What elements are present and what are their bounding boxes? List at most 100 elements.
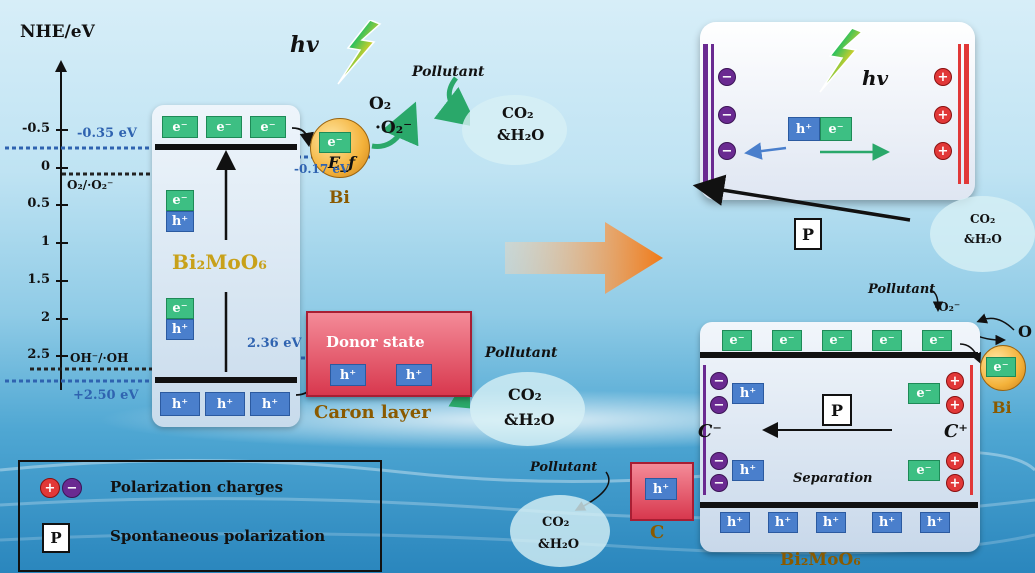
right-polar-plate-2 <box>964 44 969 184</box>
co2-bottom-label: CO₂ <box>542 515 570 530</box>
bi-potential-label: -0.17 eV <box>294 162 350 176</box>
bottom-vb <box>700 502 978 508</box>
rb-hole-left-2: h⁺ <box>732 460 764 481</box>
rb-cb-e-4: e⁻ <box>872 330 902 351</box>
rb-vb-h-1: h⁺ <box>720 512 750 533</box>
axis-tick-label: 2.5 <box>27 347 50 363</box>
rb-material-label: Bi₂MoO₆ <box>780 550 861 570</box>
axis-tick-label: 1.5 <box>27 271 50 287</box>
cb-electron-1: e⁻ <box>162 116 198 138</box>
right-hv-label: hv <box>862 66 889 90</box>
cloud-mid <box>470 372 585 446</box>
pollutant-a-label: Pollutant <box>868 282 936 297</box>
co2-right-label: CO₂ <box>970 212 996 226</box>
axis-tick <box>56 279 68 282</box>
rb-pos-2: + <box>946 396 964 414</box>
pos-charge-1: + <box>934 68 952 86</box>
axis-tick <box>56 317 68 320</box>
rb-vb-h-3: h⁺ <box>816 512 846 533</box>
rb-neg-4: − <box>710 474 728 492</box>
conduction-band <box>155 144 297 150</box>
transition-arrow <box>505 222 663 294</box>
axis-tick-label: 0.5 <box>27 196 50 212</box>
pair1-electron: e⁻ <box>166 190 194 211</box>
donor-potential-label: 2.36 eV <box>247 336 302 351</box>
pair2-hole: h⁺ <box>166 319 194 340</box>
rb-electron-right-2: e⁻ <box>908 460 940 481</box>
rb-p-symbol: P <box>822 394 852 426</box>
rb-p-arrow <box>762 422 892 438</box>
axis-tick-label: 2 <box>40 309 50 325</box>
axis-line <box>55 60 67 390</box>
o2-couple-label: O₂/·O₂⁻ <box>67 178 114 192</box>
rb-cb-e-2: e⁻ <box>772 330 802 351</box>
axis-tick-label: 0 <box>40 158 50 174</box>
cloud-bottom <box>510 495 610 567</box>
rb-electron-right-1: e⁻ <box>908 383 940 404</box>
h2o-bottom-label: &H₂O <box>538 537 580 552</box>
vb-potential-label: +2.50 eV <box>73 388 139 403</box>
left-hv-label: hv <box>290 32 319 58</box>
axis-tick-label: 1 <box>40 234 50 250</box>
axis-tick <box>56 355 68 358</box>
left-bi-label: Bi <box>329 188 350 208</box>
bi-fermi-label: E_f <box>328 153 356 172</box>
rb-right-plate <box>970 365 973 495</box>
rb-neg-1: − <box>710 372 728 390</box>
oh-couple-label: OH⁻/·OH <box>70 351 129 365</box>
lightning-icon-right <box>819 28 862 93</box>
pair2-electron: e⁻ <box>166 298 194 319</box>
donor-state-label: Donor state <box>326 333 425 351</box>
vb-hole-3: h⁺ <box>250 392 290 416</box>
c-minus-label: C⁻ <box>698 421 722 442</box>
co2-top-label: CO₂ <box>502 104 534 122</box>
cb-electron-3: e⁻ <box>250 116 286 138</box>
rb-pos-3: + <box>946 452 964 470</box>
rb-pos-1: + <box>946 372 964 390</box>
valence-band <box>155 377 297 383</box>
rb-vb-h-2: h⁺ <box>768 512 798 533</box>
neg-charge-2: − <box>718 106 736 124</box>
right-polar-plate <box>958 44 961 184</box>
donor-hole-1: h⁺ <box>330 364 366 386</box>
o2-cut-label: O <box>1018 322 1032 341</box>
cb-electron-2: e⁻ <box>206 116 242 138</box>
carbon-hole: h⁺ <box>645 478 677 500</box>
rb-cb-e-1: e⁻ <box>722 330 752 351</box>
top-p-symbol: P <box>794 218 822 250</box>
top-hole: h⁺ <box>788 117 820 141</box>
neg-charge-3: − <box>718 142 736 160</box>
legend-p-symbol: P <box>42 523 70 553</box>
rb-vb-h-4: h⁺ <box>872 512 902 533</box>
pos-charge-3: + <box>934 142 952 160</box>
pollutant-top-label: Pollutant <box>412 64 485 80</box>
rb-hole-left-1: h⁺ <box>732 383 764 404</box>
rb-cb-e-3: e⁻ <box>822 330 852 351</box>
legend-pos-icon: + <box>40 478 60 498</box>
right-top-arrows <box>692 142 911 222</box>
legend-neg-icon: − <box>62 478 82 498</box>
legend-box <box>18 460 382 572</box>
rb-bi-label: Bi <box>992 398 1012 417</box>
left-material-label: Bi₂MoO₆ <box>172 250 267 274</box>
o2-label: O₂ <box>369 94 392 114</box>
rb-bi-arrow <box>959 343 982 364</box>
axis-tick <box>56 129 68 131</box>
left-polar-plate-2 <box>711 44 714 184</box>
donor-hole-2: h⁺ <box>396 364 432 386</box>
h2o-mid-label: &H₂O <box>504 410 555 429</box>
pair1-hole: h⁺ <box>166 211 194 232</box>
neg-charge-1: − <box>718 68 736 86</box>
rb-neg-2: − <box>710 396 728 414</box>
legend-charges-label: Polarization charges <box>110 478 284 496</box>
co2-mid-label: CO₂ <box>508 385 542 404</box>
rb-cb-e-5: e⁻ <box>922 330 952 351</box>
rb-bi-electron: e⁻ <box>986 357 1016 377</box>
rb-left-plate <box>703 365 706 495</box>
pollutant-mid-label: Pollutant <box>485 345 558 361</box>
axis-tick-label: -0.5 <box>21 121 50 136</box>
legend-spontaneous-label: Spontaneous polarization <box>110 527 326 545</box>
vb-hole-1: h⁺ <box>160 392 200 416</box>
axis-tick <box>56 166 68 169</box>
top-electron: e⁻ <box>820 117 852 141</box>
